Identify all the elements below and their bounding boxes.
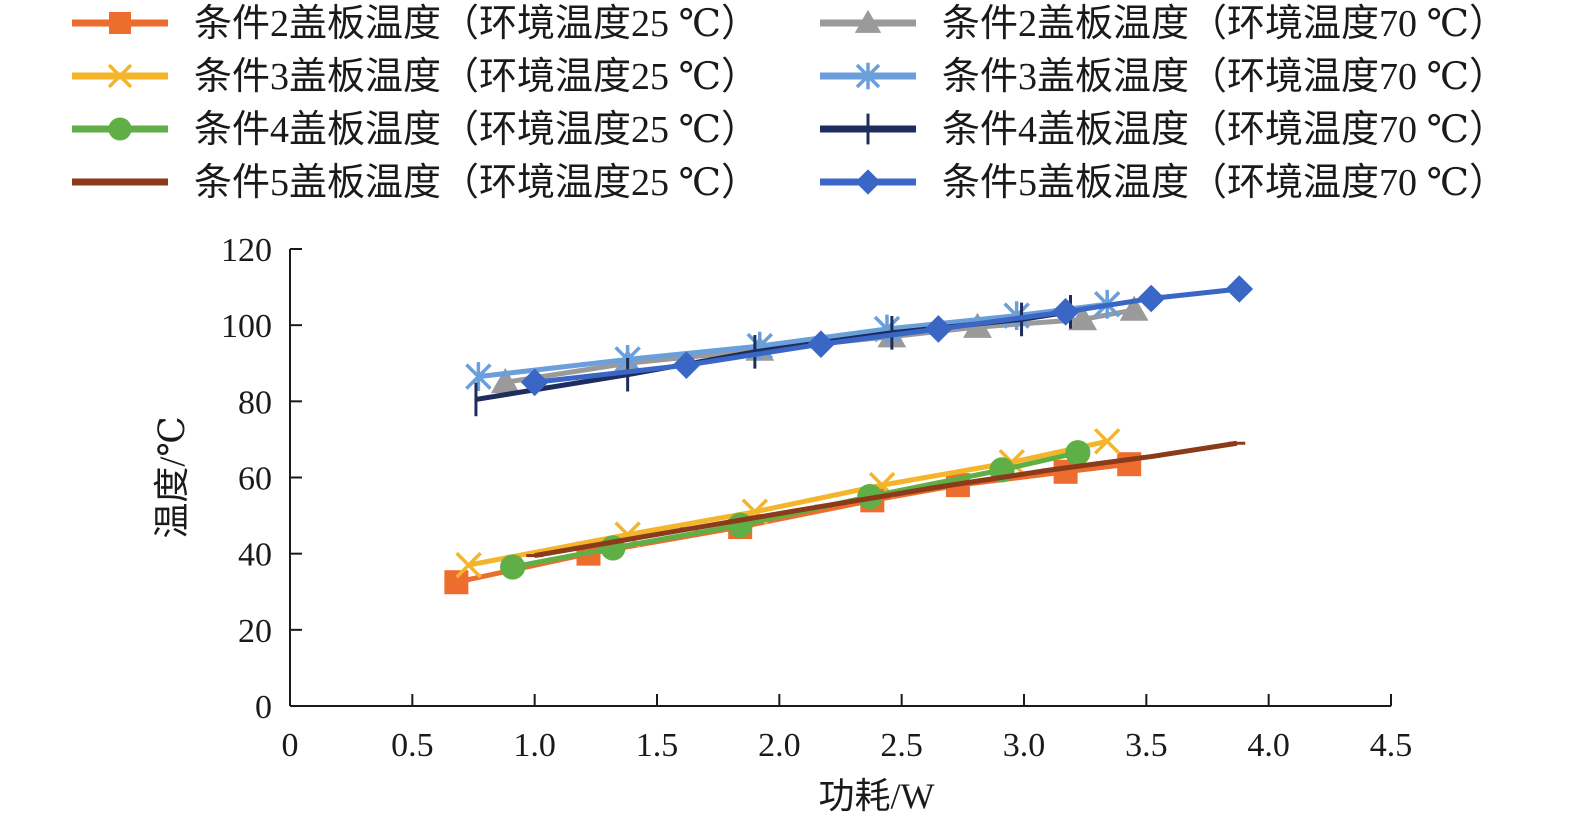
series-4: [526, 440, 1246, 559]
data-point: [455, 551, 482, 579]
x-tick-label: 0: [282, 727, 299, 764]
legend-label: 条件4盖板温度（环境温度25 ℃）: [194, 109, 759, 151]
legend-label: 条件5盖板温度（环境温度70 ℃）: [942, 162, 1507, 204]
legend-label: 条件3盖板温度（环境温度25 ℃）: [194, 56, 759, 98]
series-line: [468, 438, 1108, 568]
x-axis-title: 功耗/W: [819, 776, 935, 816]
data-point: [1119, 295, 1149, 321]
legend-item: 条件5盖板温度（环境温度70 ℃）: [820, 162, 1507, 204]
legend-item: 条件4盖板温度（环境温度25 ℃）: [72, 109, 759, 151]
x-tick-label: 2.5: [880, 727, 923, 764]
series-2: [455, 428, 1121, 579]
data-point: [807, 330, 835, 359]
data-point: [500, 554, 526, 580]
series-line: [478, 301, 1108, 380]
legend-item: 条件5盖板温度（环境温度25 ℃）: [72, 162, 759, 204]
data-point: [1003, 301, 1030, 331]
legend-marker: [854, 9, 882, 33]
y-tick-label: 100: [221, 308, 272, 345]
legend-label: 条件2盖板温度（环境温度25 ℃）: [194, 3, 759, 45]
legend-label: 条件4盖板温度（环境温度70 ℃）: [942, 109, 1507, 151]
data-point: [1137, 284, 1166, 313]
y-tick-label: 80: [238, 384, 272, 421]
legend-item: 条件3盖板温度（环境温度25 ℃）: [72, 56, 759, 98]
legend-marker: [109, 12, 131, 34]
legend-label: 条件3盖板温度（环境温度70 ℃）: [942, 56, 1507, 98]
data-point: [924, 315, 953, 343]
series-line: [455, 461, 1130, 585]
data-point: [465, 362, 492, 391]
x-tick-label: 4.0: [1247, 727, 1290, 764]
data-point: [1225, 275, 1254, 303]
series-7: [474, 295, 1072, 417]
x-tick-label: 0.5: [391, 727, 434, 764]
legend-label: 条件5盖板温度（环境温度25 ℃）: [194, 162, 759, 204]
legend: 条件2盖板温度（环境温度25 ℃） 条件3盖板温度（环境温度25 ℃） 条件4盖板温…: [72, 3, 1507, 204]
data-point: [1065, 440, 1091, 466]
legend-label: 条件2盖板温度（环境温度70 ℃）: [942, 3, 1507, 45]
x-tick-label: 2.0: [758, 727, 801, 764]
x-tick-label: 1.5: [636, 727, 679, 764]
y-tick-label: 60: [238, 461, 272, 498]
legend-marker: [108, 117, 132, 141]
data-point: [1093, 428, 1121, 455]
plot-area: [444, 275, 1254, 595]
legend-item: 条件2盖板温度（环境温度25 ℃）: [72, 3, 759, 45]
y-axis-title: 温度/℃: [152, 416, 192, 538]
y-tick-label: 20: [238, 613, 272, 650]
data-point: [1117, 452, 1142, 477]
data-point: [1051, 298, 1080, 326]
legend-marker: [855, 62, 881, 90]
axes: 0 20 40 60 80 100 120 0 0.5 1.0 1.5 2.0 2.5 3.0 3.5 4.0…: [152, 232, 1412, 816]
data-point: [520, 368, 549, 397]
legend-item: 条件2盖板温度（环境温度70 ℃）: [820, 3, 1507, 45]
y-tick-label: 0: [255, 689, 272, 726]
data-point: [1068, 305, 1098, 331]
x-tick-label: 3.5: [1125, 727, 1168, 764]
legend-marker: [107, 63, 133, 89]
series-8: [520, 275, 1254, 397]
legend-item: 条件3盖板温度（环境温度70 ℃）: [820, 56, 1507, 98]
x-tick-label: 3.0: [1003, 727, 1046, 764]
y-tick-label: 40: [238, 537, 272, 574]
x-tick-label: 4.5: [1370, 727, 1413, 764]
y-tick-label: 120: [221, 232, 272, 269]
legend-marker: [855, 169, 881, 195]
data-point: [672, 351, 701, 379]
data-point: [490, 367, 520, 394]
series-line: [534, 286, 1240, 385]
legend-item: 条件4盖板温度（环境温度70 ℃）: [820, 109, 1507, 151]
data-point: [444, 570, 469, 595]
x-tick-label: 1.0: [513, 727, 556, 764]
